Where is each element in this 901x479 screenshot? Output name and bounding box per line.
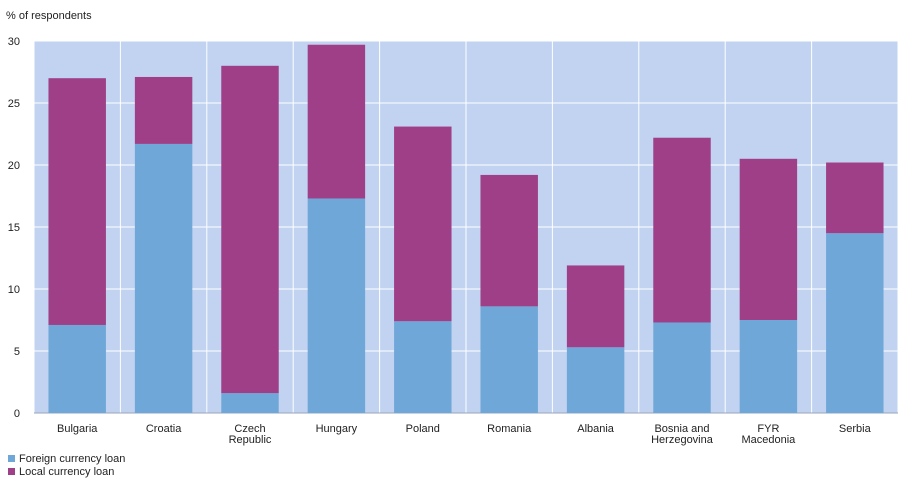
- bar-local: [826, 162, 884, 234]
- x-tick-label: Herzegovina: [651, 434, 714, 446]
- bar-foreign: [480, 306, 538, 413]
- x-tick-label: Serbia: [839, 423, 872, 435]
- x-tick-label: Bulgaria: [57, 423, 98, 435]
- y-tick-label: 0: [14, 408, 20, 420]
- legend: Foreign currency loan Local currency loa…: [8, 452, 125, 478]
- y-tick-label: 30: [8, 36, 20, 48]
- legend-item-foreign: Foreign currency loan: [8, 452, 125, 465]
- y-tick-label: 20: [8, 160, 20, 172]
- bar-foreign: [739, 320, 798, 413]
- x-tick-label: Poland: [406, 423, 440, 435]
- bar-local: [48, 78, 106, 325]
- y-tick-label: 10: [8, 284, 20, 296]
- bar-local: [221, 65, 279, 394]
- bar-foreign: [307, 198, 366, 413]
- bar-local: [480, 174, 538, 307]
- x-tick-label: Croatia: [146, 423, 182, 435]
- x-tick-label: Romania: [487, 423, 532, 435]
- x-tick-label: Macedonia: [741, 434, 796, 446]
- bar-local: [134, 76, 193, 144]
- bars: [48, 44, 884, 414]
- bar-foreign: [48, 324, 106, 413]
- bar-local: [739, 158, 798, 320]
- bar-local: [307, 44, 366, 199]
- x-tick-label: Czech: [234, 423, 265, 435]
- bar-local: [394, 126, 452, 322]
- x-tick-label: Bosnia and: [654, 423, 709, 435]
- bar-foreign: [134, 143, 193, 414]
- bar-foreign: [826, 233, 884, 413]
- x-tick-label: Albania: [577, 423, 615, 435]
- y-axis-title: % of respondents: [6, 10, 92, 22]
- x-tick-label: Hungary: [316, 423, 358, 435]
- y-axis: 0 5 10 15 20 25 30: [8, 36, 20, 420]
- bar-foreign: [221, 393, 279, 413]
- x-tick-label: FYR: [757, 423, 779, 435]
- bar-foreign: [394, 321, 452, 413]
- legend-label-foreign: Foreign currency loan: [19, 452, 126, 465]
- y-tick-label: 15: [8, 222, 20, 234]
- bar-local: [653, 137, 711, 323]
- y-tick-label: 5: [14, 346, 20, 358]
- legend-swatch-local: [8, 468, 15, 475]
- legend-item-local: Local currency loan: [8, 465, 125, 478]
- x-tick-label: Republic: [229, 434, 272, 446]
- legend-label-local: Local currency loan: [19, 465, 115, 478]
- y-tick-label: 25: [8, 98, 20, 110]
- bar-foreign: [653, 322, 711, 413]
- legend-swatch-foreign: [8, 455, 15, 462]
- bar-local: [566, 265, 625, 348]
- bar-foreign: [566, 347, 625, 413]
